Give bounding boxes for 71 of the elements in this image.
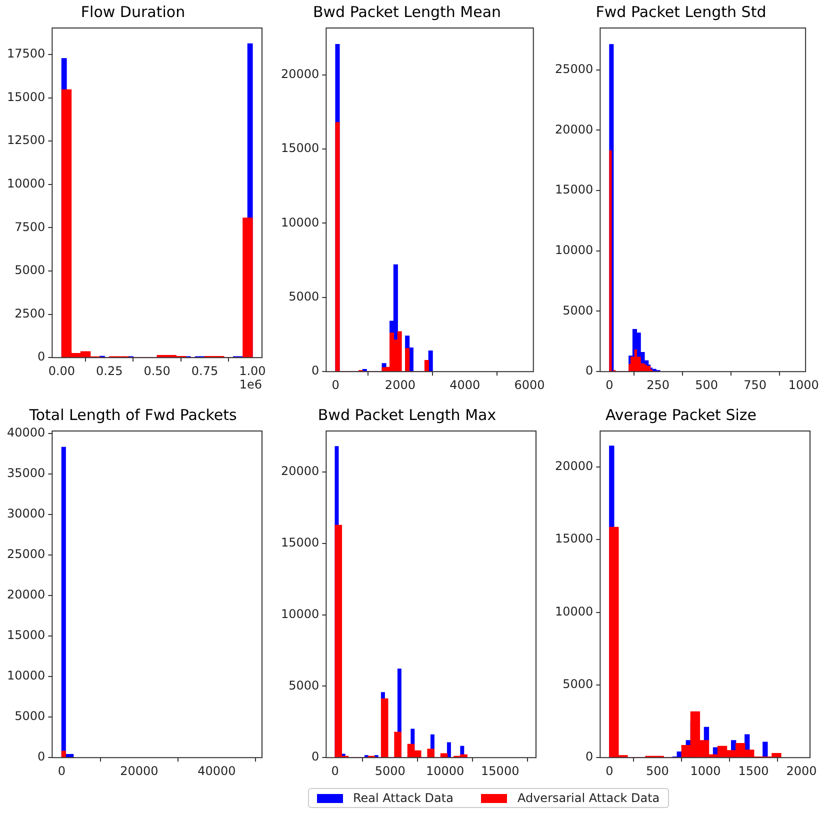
y-tick-label: 10000	[554, 604, 594, 618]
legend-label: Real Attack Data	[353, 791, 454, 805]
y-tick-label: 15000	[554, 182, 594, 197]
y-tick-label: 5000	[288, 290, 320, 304]
x-tick-label: 0	[606, 378, 614, 392]
y-tick-label: 10000	[280, 215, 320, 230]
y-tick-label: 30000	[6, 506, 46, 521]
x-tick-label: 500	[646, 764, 669, 778]
y-tick-label: 5000	[288, 678, 320, 692]
x-tick-label: 1000	[788, 378, 819, 392]
x-tick-label: 6000	[514, 378, 545, 392]
x-tick-label: 1.00	[239, 364, 266, 378]
y-tick-label: 10000	[554, 242, 594, 257]
y-tick-label: 17500	[6, 46, 46, 61]
x-tick-label: 5000	[374, 764, 406, 778]
x-tick-label: 0.00	[48, 364, 76, 378]
x-tick-label: 2000	[786, 764, 817, 778]
chart-title: Fwd Packet Length Std	[596, 2, 766, 21]
y-tick-label: 15000	[280, 141, 320, 156]
x-tick-label: 15000	[481, 764, 520, 778]
y-tick-label: 7500	[14, 220, 46, 234]
x-tick-label: 250	[646, 378, 670, 392]
chart-title: Bwd Packet Length Max	[318, 406, 496, 424]
x-tick-label: 1000	[690, 764, 721, 778]
y-tick-label: 20000	[554, 122, 594, 136]
x-tick-label: 20000	[120, 764, 158, 778]
x-tick-label: 10000	[426, 764, 464, 778]
x-tick-label: 0	[331, 764, 339, 778]
y-tick-label: 35000	[6, 466, 46, 480]
y-tick-label: 25000	[6, 547, 46, 562]
y-tick-label: 20000	[280, 66, 320, 81]
chart-title: Average Packet Size	[606, 406, 756, 424]
y-tick-label: 5000	[14, 709, 46, 724]
y-tick-label: 0	[38, 750, 46, 764]
y-tick-label: 12500	[6, 133, 46, 148]
chart-title: Total Length of Fwd Packets	[28, 406, 237, 424]
y-tick-label: 15000	[280, 536, 320, 550]
chart-title: Bwd Packet Length Mean	[312, 2, 502, 21]
x-tick-label: 2000	[384, 378, 416, 392]
x-tick-label: 0.75	[191, 364, 218, 378]
y-tick-label: 20000	[6, 588, 46, 602]
y-tick-label: 0	[38, 350, 46, 364]
y-tick-label: 0	[586, 750, 594, 764]
y-tick-label: 10000	[280, 606, 320, 621]
y-tick-label: 2500	[14, 306, 46, 320]
y-tick-label: 5000	[14, 263, 46, 278]
x-tick-label: 0	[332, 378, 340, 392]
y-tick-label: 40000	[6, 426, 46, 440]
y-tick-label: 10000	[6, 668, 46, 683]
y-tick-label: 15000	[6, 628, 46, 642]
y-tick-label: 20000	[280, 464, 320, 478]
x-tick-label: 1500	[738, 764, 769, 778]
y-tick-label: 20000	[554, 459, 594, 474]
y-tick-label: 25000	[554, 62, 594, 76]
x-tick-label: 0	[58, 764, 66, 778]
x-tick-label: 40000	[198, 764, 236, 778]
x-tick-label: 500	[695, 378, 718, 392]
y-tick-label: 5000	[562, 677, 594, 692]
x-tick-label: 0.25	[96, 364, 123, 378]
x-tick-label: 0.50	[144, 364, 170, 378]
y-tick-label: 15000	[554, 532, 594, 546]
text: 1e6	[239, 378, 262, 392]
y-tick-label: 5000	[562, 303, 594, 318]
legend-label: Adversarial Attack Data	[517, 791, 660, 805]
y-tick-label: 0	[312, 750, 320, 764]
x-tick-label: 750	[744, 378, 767, 392]
x-tick-label: 4000	[450, 378, 480, 392]
chart-title: Flow Duration	[80, 2, 186, 21]
y-tick-label: 10000	[6, 176, 46, 191]
y-tick-label: 15000	[6, 90, 46, 104]
x-tick-label: 0	[606, 764, 614, 778]
